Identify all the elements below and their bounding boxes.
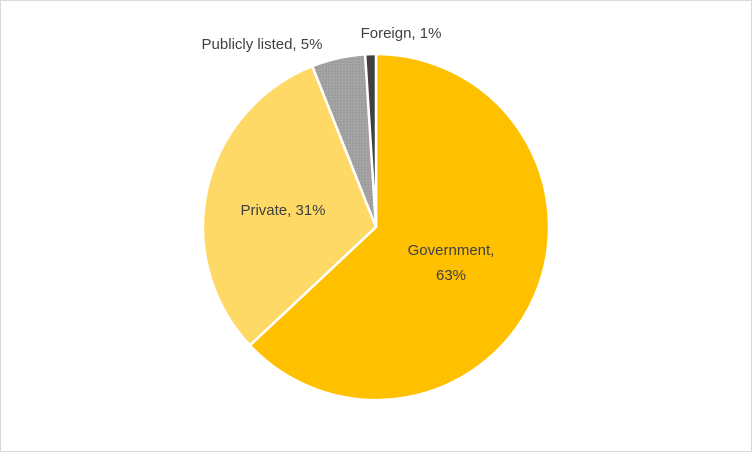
pie-slices bbox=[201, 52, 551, 402]
pie-labels: Government, 63% Private, 31% Publicly liste… bbox=[202, 25, 495, 284]
data-label-line: Foreign, 1% bbox=[361, 25, 442, 42]
data-label-private: Private, 31% bbox=[240, 202, 325, 219]
data-label-line: Publicly listed, 5% bbox=[202, 36, 323, 53]
pie-slice-foreign bbox=[363, 52, 378, 229]
data-label-foreign: Foreign, 1% bbox=[361, 25, 442, 42]
data-label-line: Private, 31% bbox=[240, 202, 325, 219]
data-label-line: 63% bbox=[436, 267, 466, 284]
data-label-government: Government, 63% bbox=[408, 242, 495, 284]
data-label-line: Government, bbox=[408, 242, 495, 259]
pie-slice-government bbox=[248, 52, 551, 402]
pie-slice-private bbox=[201, 64, 378, 347]
data-label-publicly-listed: Publicly listed, 5% bbox=[202, 36, 323, 53]
